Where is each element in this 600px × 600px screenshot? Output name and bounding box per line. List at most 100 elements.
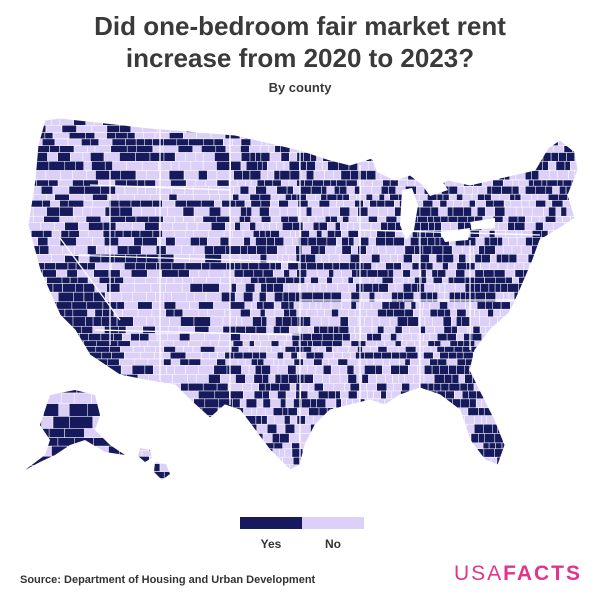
county-cell <box>490 254 497 263</box>
county-cell <box>273 301 282 310</box>
county-cell <box>98 276 115 284</box>
county-cell <box>162 200 176 208</box>
county-cell <box>234 415 246 425</box>
county-cell <box>104 403 125 417</box>
county-cell <box>318 200 330 208</box>
county-cell <box>347 222 354 231</box>
county-cell <box>237 179 246 187</box>
county-cell <box>115 185 126 195</box>
county-cell <box>156 333 169 342</box>
county-cell <box>254 340 261 347</box>
county-cell <box>245 161 258 171</box>
county-cell <box>223 138 233 146</box>
county-cell <box>510 110 516 116</box>
county-cell <box>118 200 132 208</box>
county-cell <box>524 333 534 342</box>
county-cell <box>249 340 255 347</box>
county-cell <box>283 269 290 278</box>
county-cell <box>118 358 135 366</box>
county-cell <box>490 132 501 140</box>
county-cell <box>494 407 501 416</box>
county-cell <box>546 262 555 271</box>
county-cell <box>142 237 158 247</box>
county-cell <box>258 383 266 392</box>
county-cell <box>270 230 280 238</box>
county-cell <box>221 291 236 303</box>
county-cell <box>340 390 349 400</box>
county-cell <box>564 407 573 416</box>
county-cell <box>247 245 257 255</box>
county-cell <box>451 245 463 255</box>
county-cell <box>382 456 389 466</box>
county-cell <box>70 152 84 162</box>
county-map <box>25 110 579 480</box>
county-cell <box>336 138 347 146</box>
county-cell <box>488 471 496 478</box>
county-cell <box>198 308 209 318</box>
county-cell <box>366 358 375 366</box>
county-cell <box>76 390 97 394</box>
county-cell <box>99 374 111 384</box>
county-cell <box>242 269 255 278</box>
county-cell <box>546 301 553 310</box>
county-cell <box>413 374 425 384</box>
county-cell <box>529 145 538 153</box>
county-cell <box>290 230 296 238</box>
county-cell <box>304 276 311 284</box>
county-cell <box>272 471 283 478</box>
county-cell <box>296 138 304 146</box>
county-cell <box>455 283 466 293</box>
county-cell <box>389 442 399 450</box>
county-cell <box>386 308 394 318</box>
county-cell <box>386 118 396 126</box>
county-cell <box>517 351 526 360</box>
county-cell <box>379 316 391 327</box>
county-cell <box>442 262 449 271</box>
county-cell <box>425 269 433 278</box>
source-note: Source: Department of Housing and Urban … <box>20 574 316 586</box>
county-cell <box>474 283 481 293</box>
county-cell <box>213 365 228 375</box>
county-cell <box>73 392 92 404</box>
county-cell <box>141 206 156 217</box>
county-cell <box>531 471 541 478</box>
county-cell <box>295 365 308 375</box>
county-cell <box>300 390 309 400</box>
county-cell <box>94 308 103 318</box>
county-cell <box>478 433 485 444</box>
county-cell <box>242 340 250 347</box>
county-cell <box>282 132 290 140</box>
county-cell <box>552 145 565 153</box>
county-cell <box>93 455 116 466</box>
county-cell <box>397 254 404 263</box>
county-cell <box>572 308 578 318</box>
hawaii-counties <box>138 448 170 480</box>
county-cell <box>270 383 280 392</box>
county-cell <box>87 145 96 153</box>
county-cell <box>155 326 169 334</box>
county-cell <box>565 316 577 327</box>
county-cell <box>363 200 370 208</box>
county-cell <box>59 118 74 126</box>
county-cell <box>377 152 385 162</box>
county-cell <box>419 138 425 146</box>
county-cell <box>313 464 324 470</box>
county-cell <box>324 308 332 318</box>
county-cell <box>28 456 32 466</box>
county-cell <box>163 471 170 479</box>
county-cell <box>171 291 188 303</box>
county-cell <box>302 346 312 353</box>
county-cell <box>100 423 112 434</box>
county-cell <box>424 464 432 470</box>
county-cell <box>545 132 554 140</box>
county-cell <box>59 206 74 217</box>
county-cell <box>60 170 73 181</box>
county-cell <box>193 316 211 327</box>
county-cell <box>344 471 353 478</box>
county-cell <box>573 333 578 342</box>
county-cell <box>333 333 343 342</box>
county-cell <box>543 383 553 392</box>
county-cell <box>520 456 532 466</box>
county-cell <box>404 245 415 255</box>
county-cell <box>305 415 314 425</box>
